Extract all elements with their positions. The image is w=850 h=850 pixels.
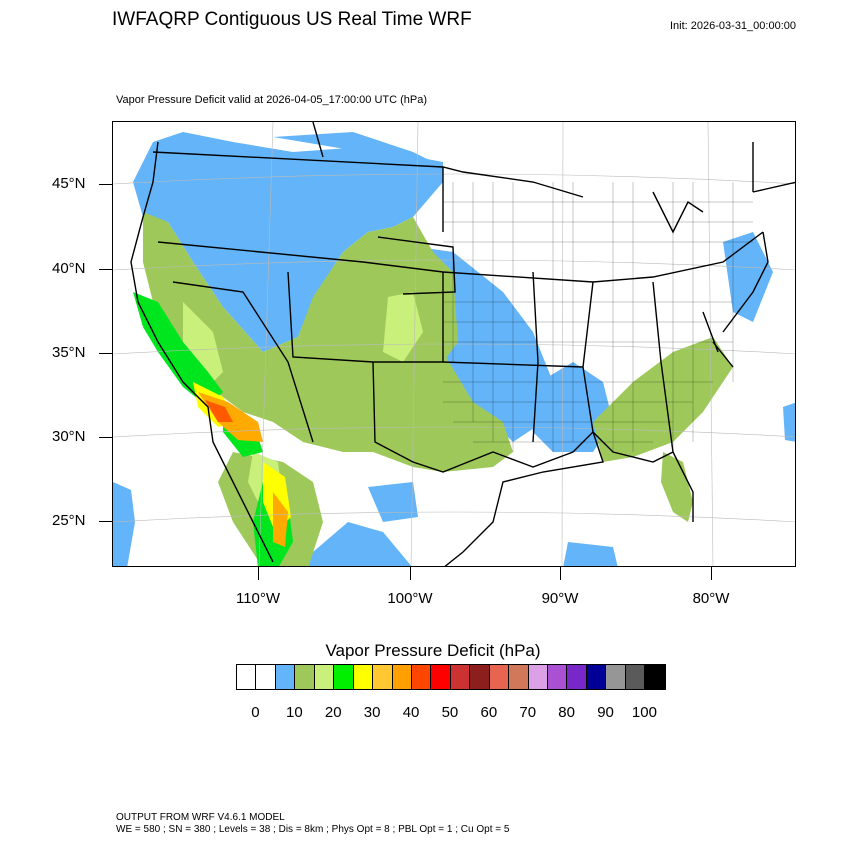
legend-swatch: [411, 665, 432, 689]
water-shading: [113, 402, 795, 566]
lon-tick: [711, 567, 712, 580]
legend-swatch: [237, 665, 257, 689]
legend-swatch: [256, 665, 276, 689]
lon-tick: [560, 567, 561, 580]
color-legend: [236, 664, 666, 690]
legend-tick-label: 0: [251, 704, 260, 721]
vpd-map: [112, 121, 796, 567]
legend-tick-label: 90: [597, 704, 614, 721]
legend-swatch: [314, 665, 335, 689]
legend-tick-label: 80: [558, 704, 575, 721]
legend-swatch: [373, 665, 393, 689]
legend-swatch: [295, 665, 315, 689]
legend-tick-label: 30: [363, 704, 381, 721]
lat-tick: [99, 521, 112, 522]
lat-label-30: 30°N: [52, 428, 86, 445]
red-orange-region: [205, 400, 233, 422]
graticule: [113, 122, 795, 566]
light-green-region: [143, 212, 733, 566]
legend-swatch: [431, 665, 451, 689]
legend-swatch: [567, 665, 587, 689]
legend-swatch: [586, 665, 607, 689]
legend-tick-label: 10: [286, 704, 303, 721]
legend-swatch: [528, 665, 548, 689]
lat-label-45: 45°N: [52, 175, 86, 192]
lat-tick: [99, 437, 112, 438]
legend-swatch: [470, 665, 490, 689]
lon-tick: [410, 567, 411, 580]
legend-swatch: [489, 665, 510, 689]
legend-tick-label: 70: [519, 704, 537, 721]
lat-label-25: 25°N: [52, 512, 86, 529]
lon-label-100: 100°W: [387, 590, 433, 607]
chart-title: IWFAQRP Contiguous US Real Time WRF: [112, 9, 472, 30]
footer-config: WE = 580 ; SN = 380 ; Levels = 38 ; Dis …: [116, 824, 510, 835]
legend-swatch: [353, 665, 374, 689]
lat-tick: [99, 269, 112, 270]
legend-swatch: [450, 665, 471, 689]
lon-label-110: 110°W: [235, 590, 281, 607]
init-time: Init: 2026-03-31_00:00:00: [670, 20, 796, 32]
legend-tick-label: 20: [324, 704, 342, 721]
plot-subtitle: Vapor Pressure Deficit valid at 2026-04-…: [116, 94, 428, 106]
legend-tick-label: 40: [402, 704, 420, 721]
legend-tick-label: 100: [631, 704, 657, 721]
lat-tick: [99, 353, 112, 354]
legend-swatch: [625, 665, 646, 689]
legend-swatch: [392, 665, 412, 689]
footer-model: OUTPUT FROM WRF V4.6.1 MODEL: [116, 812, 285, 823]
lat-label-35: 35°N: [52, 344, 86, 361]
legend-title: Vapor Pressure Deficit (hPa): [325, 641, 541, 660]
legend-tick-label: 60: [480, 704, 498, 721]
legend-swatch: [645, 665, 665, 689]
lon-label-80: 80°W: [692, 590, 730, 607]
legend-swatch: [606, 665, 626, 689]
lon-label-90: 90°W: [541, 590, 579, 607]
legend-swatch: [548, 665, 568, 689]
lat-tick: [99, 184, 112, 185]
legend-swatch: [275, 665, 296, 689]
legend-swatch: [509, 665, 529, 689]
county-lines: [443, 182, 753, 452]
lat-label-40: 40°N: [52, 260, 86, 277]
legend-tick-label: 50: [441, 704, 459, 721]
lon-tick: [258, 567, 259, 580]
legend-swatch: [334, 665, 354, 689]
